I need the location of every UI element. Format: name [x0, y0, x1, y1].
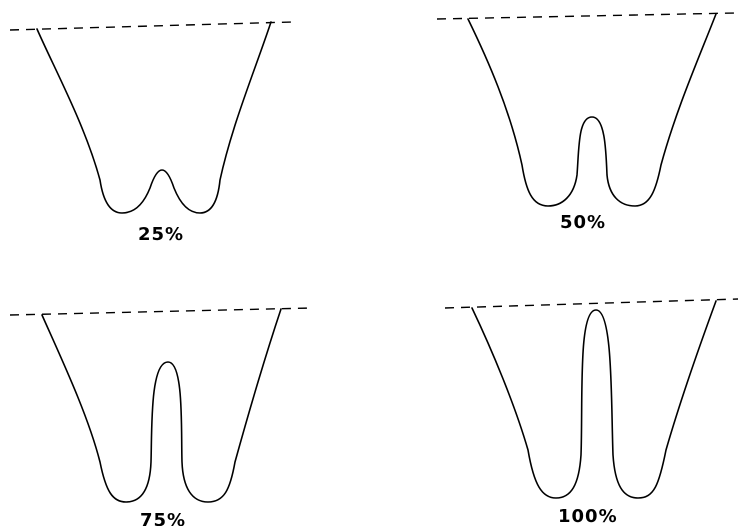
percent-label: 50% [560, 212, 606, 233]
split-profile-curve [467, 13, 717, 207]
split-profile-curve [471, 300, 717, 499]
panel-100-percent: 100% [444, 298, 739, 526]
panel-50-percent: 50% [436, 12, 736, 233]
dashed-reference-line [9, 21, 293, 31]
dashed-reference-line [444, 298, 739, 309]
dashed-reference-line [9, 307, 313, 316]
split-profile-curve [36, 21, 272, 214]
percent-label: 75% [140, 510, 186, 526]
percent-label: 100% [558, 506, 618, 526]
percent-label: 25% [138, 224, 184, 245]
dashed-reference-line [436, 12, 736, 20]
panel-25-percent: 25% [9, 21, 293, 245]
panel-75-percent: 75% [9, 307, 313, 526]
split-profile-curve [41, 308, 282, 503]
